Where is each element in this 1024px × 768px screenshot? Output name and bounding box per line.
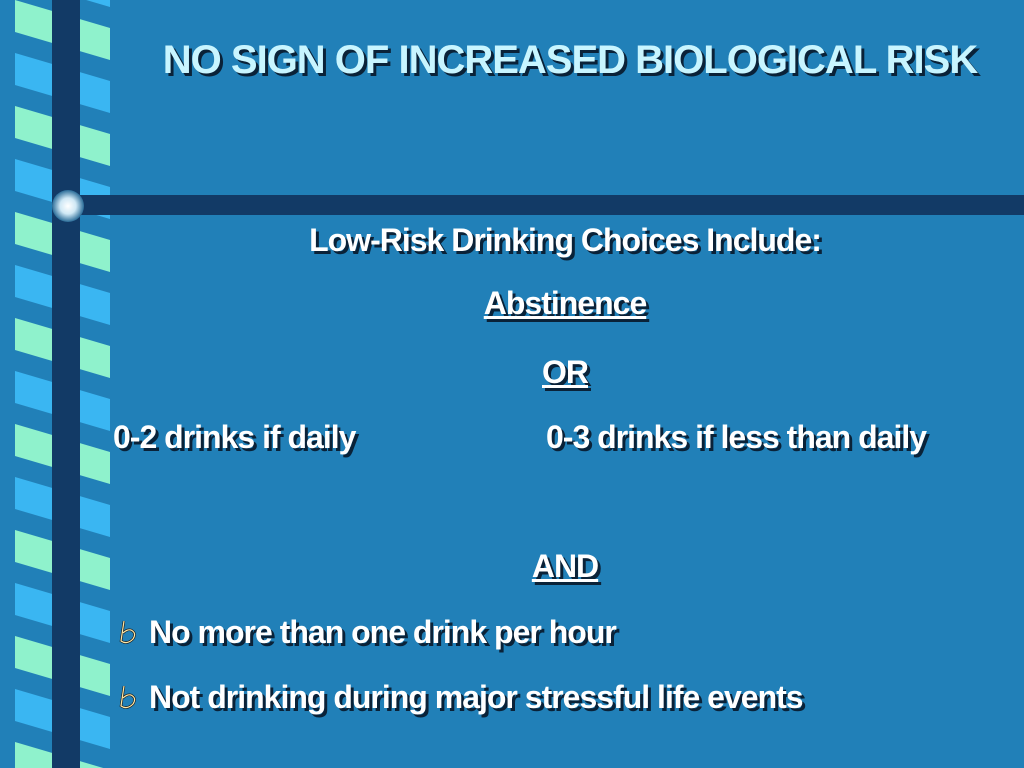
limit-daily: 0-2 drinks if daily <box>113 419 356 455</box>
horizontal-bar <box>60 195 1024 215</box>
title: NO SIGN OF INCREASED BIOLOGICAL RISK <box>162 38 978 82</box>
option: Abstinence <box>110 283 1020 323</box>
ball <box>52 190 84 222</box>
limit-less-daily: 0-3 drinks if less than daily <box>546 419 927 455</box>
connector-text: OR <box>542 354 589 390</box>
bullet-item: Not drinking during major stressful life… <box>115 677 804 717</box>
option-text: Abstinence <box>483 285 647 321</box>
bullet-icon <box>119 620 136 644</box>
vertical-bar <box>52 0 80 768</box>
connector-text: AND <box>531 548 599 584</box>
connector: OR <box>110 352 1020 392</box>
connector: AND <box>110 546 1020 586</box>
bullet-text: No more than one drink per hour <box>149 614 617 650</box>
heading: Low-Risk Drinking Choices Include: <box>309 222 822 258</box>
bullet-icon <box>119 685 136 709</box>
bullet-item: No more than one drink per hour <box>115 612 617 652</box>
bullet-text: Not drinking during major stressful life… <box>149 679 804 715</box>
